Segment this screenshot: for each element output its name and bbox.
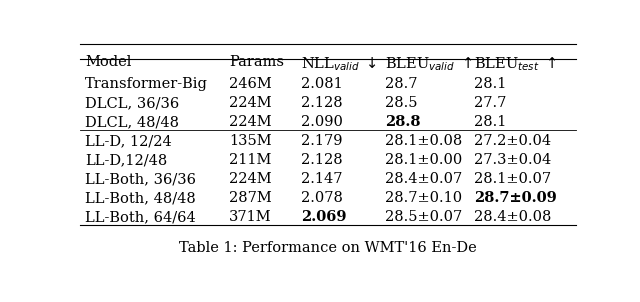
Text: Table 1: Performance on WMT'16 En-De: Table 1: Performance on WMT'16 En-De: [179, 241, 477, 255]
Text: 28.1: 28.1: [474, 77, 507, 91]
Text: 287M: 287M: [229, 191, 271, 205]
Text: 28.1: 28.1: [474, 115, 507, 129]
Text: 27.3±0.04: 27.3±0.04: [474, 153, 552, 167]
Text: 28.5: 28.5: [385, 96, 417, 110]
Text: 28.4±0.07: 28.4±0.07: [385, 172, 462, 186]
Text: 211M: 211M: [229, 153, 271, 167]
Text: LL-D,12/48: LL-D,12/48: [85, 153, 167, 167]
Text: NLL$_{\mathit{valid}}$ $\downarrow$: NLL$_{\mathit{valid}}$ $\downarrow$: [301, 55, 377, 72]
Text: 246M: 246M: [229, 77, 271, 91]
Text: 224M: 224M: [229, 115, 271, 129]
Text: LL-D, 12/24: LL-D, 12/24: [85, 134, 172, 148]
Text: 28.7: 28.7: [385, 77, 417, 91]
Text: 28.8: 28.8: [385, 115, 420, 129]
Text: 28.1±0.07: 28.1±0.07: [474, 172, 552, 186]
Text: LL-Both, 48/48: LL-Both, 48/48: [85, 191, 196, 205]
Text: 27.2±0.04: 27.2±0.04: [474, 134, 552, 148]
Text: 27.7: 27.7: [474, 96, 507, 110]
Text: 224M: 224M: [229, 96, 271, 110]
Text: 371M: 371M: [229, 210, 271, 224]
Text: 2.179: 2.179: [301, 134, 342, 148]
Text: Params: Params: [229, 55, 284, 69]
Text: Model: Model: [85, 55, 131, 69]
Text: 2.078: 2.078: [301, 191, 342, 205]
Text: 2.069: 2.069: [301, 210, 346, 224]
Text: LL-Both, 64/64: LL-Both, 64/64: [85, 210, 196, 224]
Text: 28.5±0.07: 28.5±0.07: [385, 210, 462, 224]
Text: 224M: 224M: [229, 172, 271, 186]
Text: DLCL, 48/48: DLCL, 48/48: [85, 115, 179, 129]
Text: 28.1±0.08: 28.1±0.08: [385, 134, 462, 148]
Text: 2.128: 2.128: [301, 96, 342, 110]
Text: 135M: 135M: [229, 134, 271, 148]
Text: DLCL, 36/36: DLCL, 36/36: [85, 96, 179, 110]
Text: 2.090: 2.090: [301, 115, 342, 129]
Text: 2.081: 2.081: [301, 77, 342, 91]
Text: 28.7±0.09: 28.7±0.09: [474, 191, 557, 205]
Text: 28.4±0.08: 28.4±0.08: [474, 210, 552, 224]
Text: 2.128: 2.128: [301, 153, 342, 167]
Text: 2.147: 2.147: [301, 172, 342, 186]
Text: 28.7±0.10: 28.7±0.10: [385, 191, 462, 205]
Text: BLEU$_{\mathit{valid}}$ $\uparrow$: BLEU$_{\mathit{valid}}$ $\uparrow$: [385, 55, 472, 72]
Text: BLEU$_{\mathit{test}}$ $\uparrow$: BLEU$_{\mathit{test}}$ $\uparrow$: [474, 55, 557, 72]
Text: 28.1±0.00: 28.1±0.00: [385, 153, 462, 167]
Text: Transformer-Big: Transformer-Big: [85, 77, 208, 91]
Text: LL-Both, 36/36: LL-Both, 36/36: [85, 172, 196, 186]
